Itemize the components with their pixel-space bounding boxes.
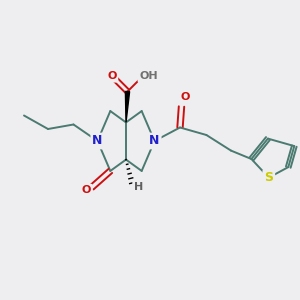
Text: O: O	[107, 71, 117, 81]
Polygon shape	[125, 92, 130, 122]
Text: H: H	[134, 182, 143, 192]
Text: N: N	[92, 134, 103, 148]
Text: O: O	[82, 185, 91, 195]
Text: OH: OH	[139, 71, 158, 81]
Text: S: S	[264, 171, 273, 184]
Text: O: O	[180, 92, 190, 102]
Text: N: N	[149, 134, 160, 148]
